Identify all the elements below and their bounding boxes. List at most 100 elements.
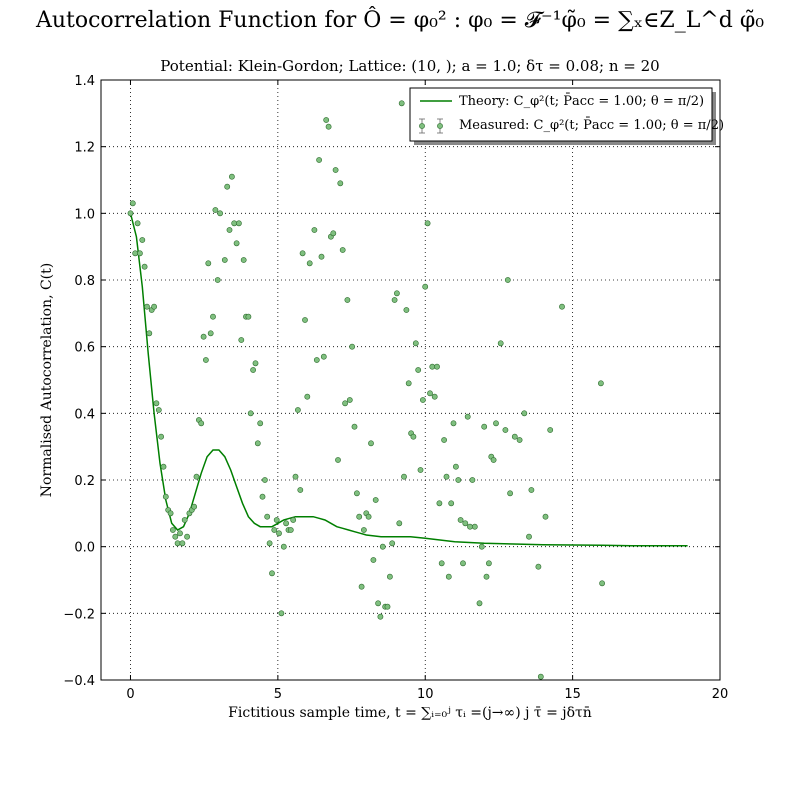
measured-point (360, 527, 367, 533)
measured-point (129, 200, 136, 207)
measured-point (214, 277, 221, 283)
theory-series (129, 213, 688, 547)
measured-point (547, 427, 554, 433)
measured-point (424, 220, 431, 227)
measured-point (271, 527, 278, 533)
measured-point (235, 220, 242, 227)
measured-point (292, 473, 299, 480)
measured-point (174, 540, 181, 547)
measured-point (469, 477, 476, 483)
measured-point (342, 400, 348, 407)
measured-point (391, 297, 398, 303)
measured-point (516, 437, 523, 443)
measured-point (158, 433, 164, 440)
y-tick-label: 1.0 (74, 207, 95, 222)
y-tick-label: 1.4 (74, 74, 95, 89)
measured-point (177, 530, 183, 537)
y-tick-label: −0.4 (63, 674, 95, 689)
measured-point (401, 473, 407, 480)
measured-point (330, 230, 337, 237)
measured-point (393, 290, 400, 297)
measured-point (460, 560, 466, 567)
measured-point (370, 557, 377, 563)
x-tick-label: 0 (126, 687, 134, 702)
measured-series (127, 100, 605, 680)
measured-point (144, 303, 150, 310)
measured-point (521, 410, 528, 417)
measured-point (127, 210, 134, 217)
measured-point (375, 600, 381, 607)
measured-point (452, 463, 459, 470)
measured-point (349, 343, 355, 350)
measured-point (535, 563, 542, 570)
measured-point (238, 337, 245, 343)
measured-point (139, 237, 146, 243)
measured-point (346, 397, 353, 403)
measured-point (504, 277, 511, 283)
measured-point (247, 410, 254, 417)
measured-point (297, 487, 304, 493)
measured-point (207, 330, 214, 337)
measured-point (181, 517, 188, 523)
y-tick-label: 0.4 (74, 407, 95, 422)
measured-point (405, 380, 412, 387)
measured-point (412, 340, 419, 347)
measured-point (358, 583, 365, 590)
measured-point (511, 433, 518, 440)
measured-point (193, 473, 200, 480)
measured-point (344, 297, 351, 303)
measured-point (233, 240, 240, 247)
measured-point (483, 573, 490, 580)
measured-point (134, 220, 141, 227)
measured-point (353, 490, 360, 497)
measured-point (202, 357, 209, 363)
measured-point (455, 477, 462, 483)
measured-point (290, 517, 297, 523)
measured-point (141, 263, 148, 270)
measured-point (467, 523, 473, 530)
legend: Theory: C_φ²(t; P̄acc = 1.00; θ = π/2) Me… (409, 87, 724, 145)
y-tick-label: 0.8 (74, 274, 95, 289)
measured-point (384, 603, 391, 610)
x-axis-label: Fictitious sample time, t = ∑ᵢ₌₀ʲ τᵢ =(j… (228, 705, 592, 721)
measured-point (316, 157, 322, 163)
measured-point (287, 527, 294, 533)
measured-point (403, 307, 410, 313)
measured-point (427, 390, 433, 397)
measured-point (337, 180, 344, 187)
legend-measured-swatch (437, 123, 443, 129)
measured-point (155, 407, 162, 413)
measured-point (457, 517, 464, 523)
measured-point (245, 313, 252, 320)
measured-point (476, 600, 483, 607)
measured-point (280, 543, 287, 550)
measured-point (266, 540, 273, 547)
measured-point (493, 420, 499, 427)
measured-point (261, 477, 268, 483)
plot-frame (100, 79, 721, 681)
measured-point (294, 407, 301, 413)
measured-point (172, 533, 179, 540)
measured-point (419, 397, 426, 403)
measured-point (136, 250, 143, 257)
measured-point (228, 173, 235, 180)
x-tick-label: 5 (274, 687, 282, 702)
measured-point (252, 360, 259, 367)
measured-point (179, 540, 186, 547)
measured-point (306, 260, 313, 267)
measured-point (537, 673, 544, 680)
measured-point (386, 573, 393, 580)
measured-point (259, 493, 266, 500)
y-tick-label: 1.2 (74, 141, 95, 156)
measured-point (599, 580, 605, 587)
measured-point (217, 210, 223, 217)
measured-point (441, 437, 447, 443)
measured-point (526, 533, 532, 540)
measured-point (167, 510, 174, 517)
measured-point (169, 527, 176, 533)
measured-point (351, 423, 358, 430)
measured-point (191, 503, 197, 510)
measured-point (311, 227, 318, 233)
x-tick-label: 15 (564, 687, 581, 702)
